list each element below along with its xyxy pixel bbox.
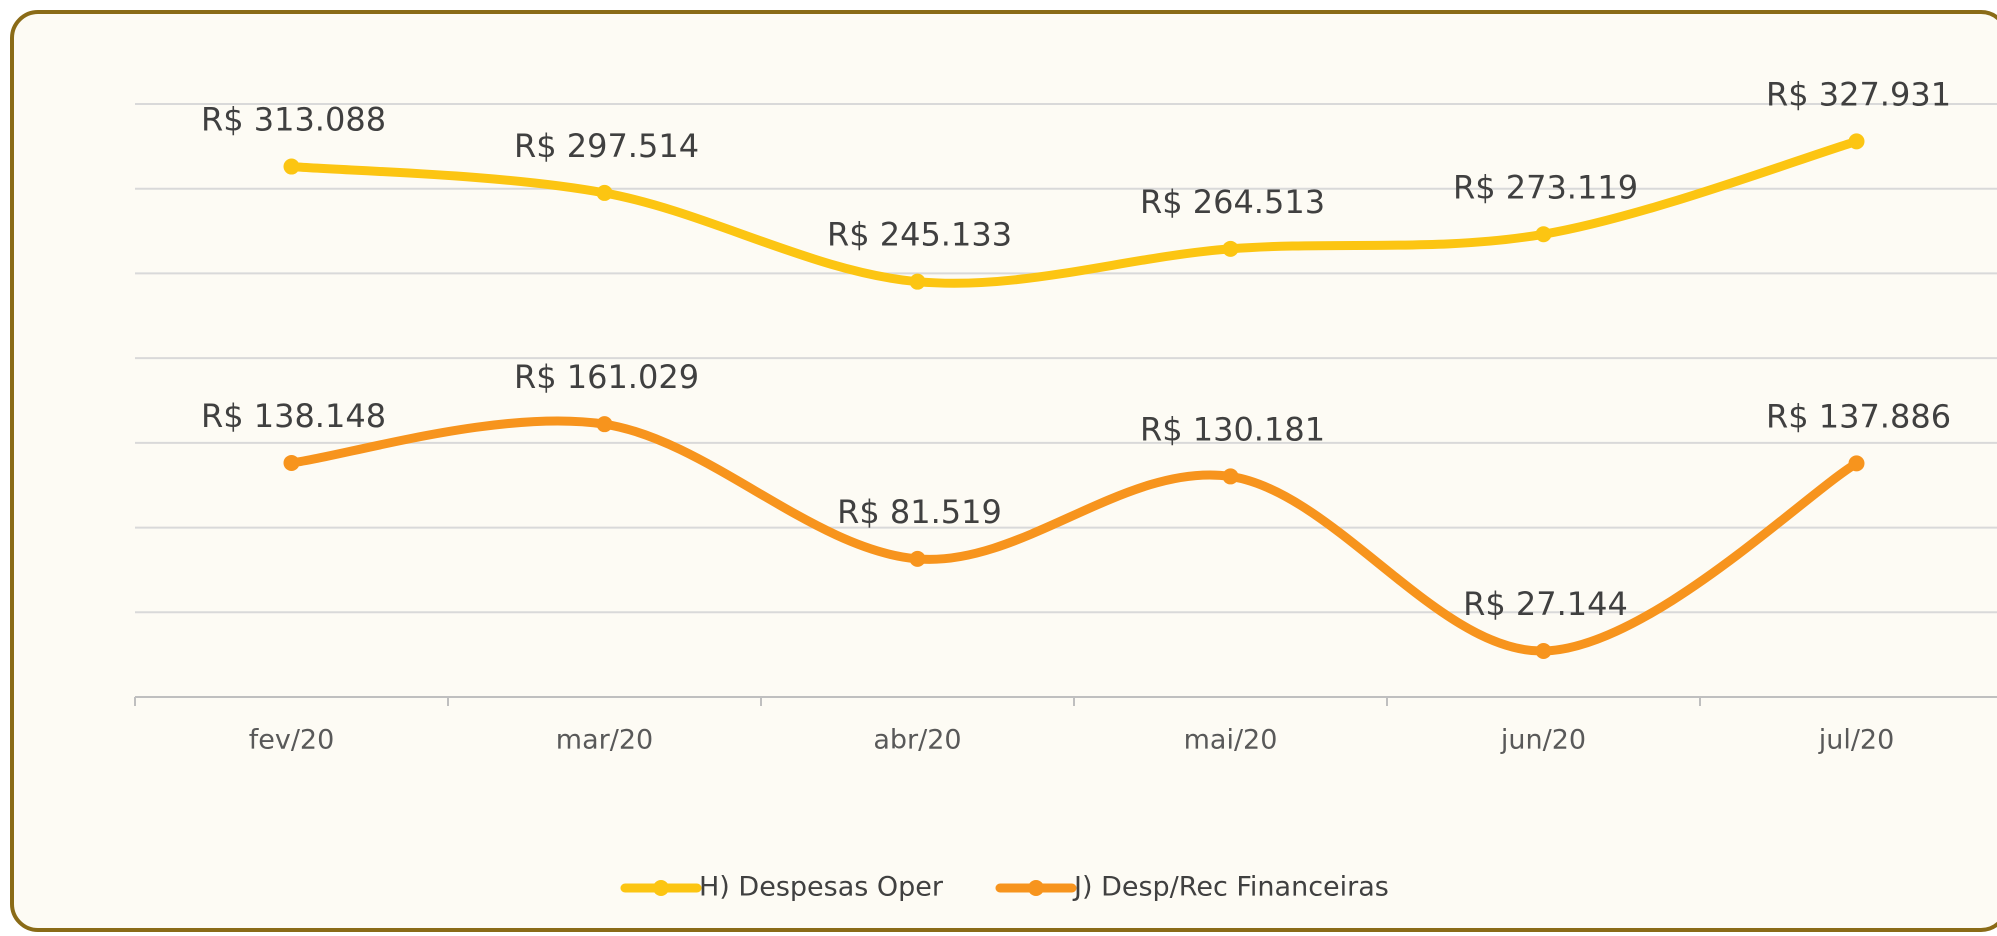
data-point: [1222, 468, 1239, 485]
x-tick-label: mai/20: [1184, 725, 1278, 756]
legend-marker: [1028, 880, 1044, 896]
data-label: R$ 27.144: [1463, 585, 1628, 623]
x-tick-label: abr/20: [873, 725, 961, 756]
data-point: [1848, 455, 1865, 472]
data-point: [1535, 226, 1552, 243]
data-label: R$ 264.513: [1140, 183, 1325, 221]
data-point: [909, 550, 926, 567]
data-point: [596, 184, 613, 201]
x-tick-label: fev/20: [249, 725, 335, 756]
data-point: [1535, 643, 1552, 660]
data-point: [1222, 240, 1239, 257]
x-tick-label: mar/20: [556, 725, 653, 756]
legend-label: J) Desp/Rec Financeiras: [1072, 872, 1389, 903]
x-tick-label: jul/20: [1818, 725, 1895, 756]
data-label: R$ 273.119: [1453, 168, 1638, 206]
data-label: R$ 297.514: [514, 127, 699, 165]
data-point: [909, 273, 926, 290]
data-point: [596, 416, 613, 433]
data-point: [283, 158, 300, 175]
legend-label: H) Despesas Oper: [699, 872, 944, 903]
data-label: R$ 327.931: [1766, 75, 1951, 113]
data-label: R$ 161.029: [514, 358, 699, 396]
legend-marker: [653, 880, 669, 896]
data-label: R$ 138.148: [201, 397, 386, 435]
data-point: [283, 454, 300, 471]
data-point: [1848, 133, 1865, 150]
data-label: R$ 245.133: [827, 216, 1012, 254]
data-label: R$ 130.181: [1140, 410, 1325, 448]
data-label: R$ 137.886: [1766, 397, 1951, 435]
line-series: [287, 416, 1861, 656]
x-tick-label: jun/20: [1500, 725, 1586, 756]
chart-frame: [10, 10, 1997, 932]
line-series: [287, 136, 1861, 288]
data-label: R$ 313.088: [201, 101, 386, 139]
data-label: R$ 81.519: [837, 493, 1002, 531]
